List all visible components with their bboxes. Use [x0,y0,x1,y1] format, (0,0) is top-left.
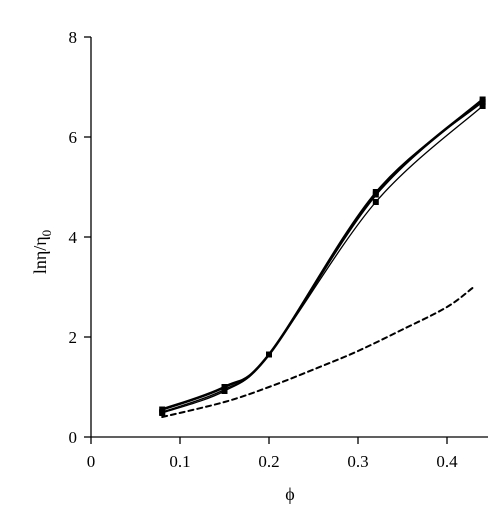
x-tick-label: 0.2 [258,452,279,471]
y-axis-title: lnη/η0 [30,230,54,274]
data-point [221,388,228,394]
data-point [479,99,486,105]
series-line-3 [161,105,484,414]
x-axis-title: ϕ [285,484,294,504]
data-point [372,199,379,205]
y-tick-label: 0 [69,428,78,447]
data-point [479,103,486,109]
x-tick-label: 0 [87,452,96,471]
series-line-2 [161,101,484,413]
y-tick-label: 2 [69,328,78,347]
axes [90,37,488,438]
x-tick-label: 0.1 [169,452,190,471]
markers [159,96,486,416]
data-point [266,351,272,358]
series [160,98,484,418]
y-tick-label: 4 [69,228,78,247]
ticks [84,36,448,444]
x-tick-label: 0.3 [347,452,368,471]
tick-labels: 0 0.1 0.2 0.3 0.4 0 2 4 6 8 [69,28,459,471]
y-tick-label: 6 [69,128,78,147]
data-point [372,189,379,195]
y-axis-title-main: lnη/η [30,236,50,274]
x-tick-label: 0.4 [436,452,458,471]
series-line-4 [161,286,475,418]
y-axis-title-subscript: 0 [39,230,54,237]
data-point [159,410,166,416]
y-tick-label: 8 [69,28,78,47]
